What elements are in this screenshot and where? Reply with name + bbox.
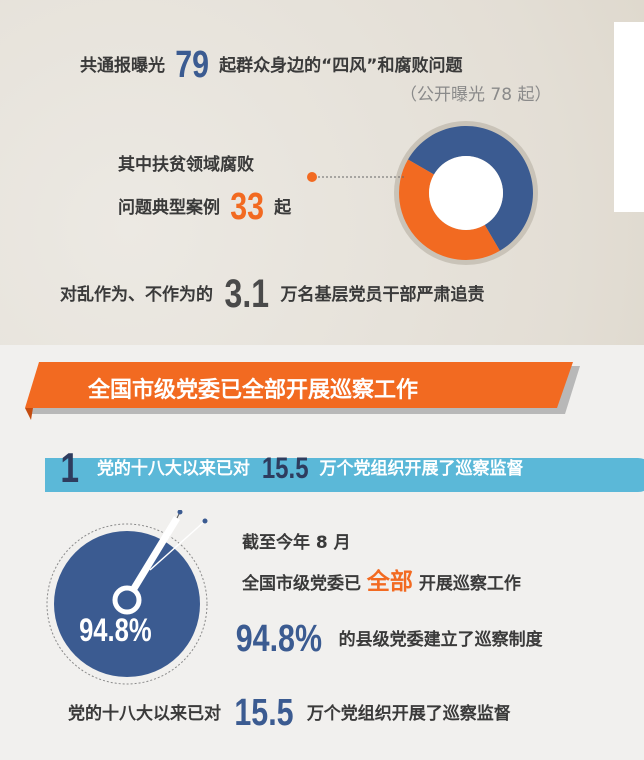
percentage-circle (46, 510, 208, 685)
all-suffix: 开展巡察工作 (418, 574, 521, 594)
needle (124, 516, 180, 602)
inspection-total-line: 党的十八大以来已对 15.5 万个党组织开展了巡察监督 (68, 692, 511, 735)
needle-tip-dot (177, 510, 183, 515)
accountability-prefix: 对乱作为、不作为的 (60, 285, 213, 305)
all-prefix: 全国市级党委已 (242, 574, 361, 594)
section-banner-title: 全国市级党委已全部开展巡察工作 (88, 378, 419, 403)
poverty-count: 33 (230, 186, 264, 228)
subheading-value: 15.5 (261, 452, 309, 485)
exposure-headline: 共通报曝光 79 起群众身边的“四风”和腐败问题 (80, 44, 462, 87)
county-percentage-line: 94.8% 的县级党委建立了巡察制度 (225, 618, 543, 661)
poverty-prefix: 问题典型案例 (118, 198, 220, 218)
donut-hole (429, 156, 503, 230)
subheading-prefix: 党的十八大以来已对 (96, 459, 250, 479)
poverty-label-line2: 问题典型案例 33 起 (118, 186, 291, 229)
all-highlight: 全部 (366, 569, 413, 595)
accountability-suffix: 万名基层党员干部严肃追责 (280, 285, 485, 305)
public-exposure-note: （公开曝光 78 起） (400, 85, 552, 105)
subheading-number: 1 (60, 444, 80, 491)
poverty-unit: 起 (274, 198, 292, 218)
section-banner-shape (25, 362, 580, 420)
all-committees-line: 全国市级党委已 全部 开展巡察工作 (242, 562, 521, 596)
accountability-count: 3.1 (224, 272, 269, 316)
white-panel (614, 22, 644, 212)
county-text: 的县级党委建立了巡察制度 (338, 630, 543, 650)
leader-dot (307, 172, 317, 182)
headline-prefix: 共通报曝光 (80, 56, 165, 76)
county-percentage: 94.8% (235, 618, 322, 660)
needle-hub (112, 585, 142, 615)
circle-value: 94.8% (79, 612, 152, 648)
inspection-count: 15.5 (234, 692, 294, 734)
accountability-line: 对乱作为、不作为的 3.1 万名基层党员干部严肃追责 (60, 272, 484, 317)
inspection-suffix: 万个党组织开展了巡察监督 (306, 704, 511, 724)
poverty-label-line1: 其中扶贫领域腐败 (118, 155, 254, 175)
subheading: 1 党的十八大以来已对 15.5 万个党组织开展了巡察监督 (58, 444, 523, 492)
date-line: 截至今年 8 月 (242, 533, 351, 553)
donut-segment-total (407, 126, 533, 251)
donut-chart (307, 121, 538, 265)
pointer-dot (202, 518, 208, 524)
inspection-prefix: 党的十八大以来已对 (68, 704, 221, 724)
subheading-bar (45, 458, 644, 492)
exposure-count: 79 (175, 44, 209, 86)
donut-segment-poverty (399, 159, 500, 260)
pointer-line (149, 520, 206, 571)
subheading-suffix: 万个党组织开展了巡察监督 (319, 459, 524, 479)
headline-suffix: 起群众身边的“四风”和腐败问题 (219, 56, 463, 76)
